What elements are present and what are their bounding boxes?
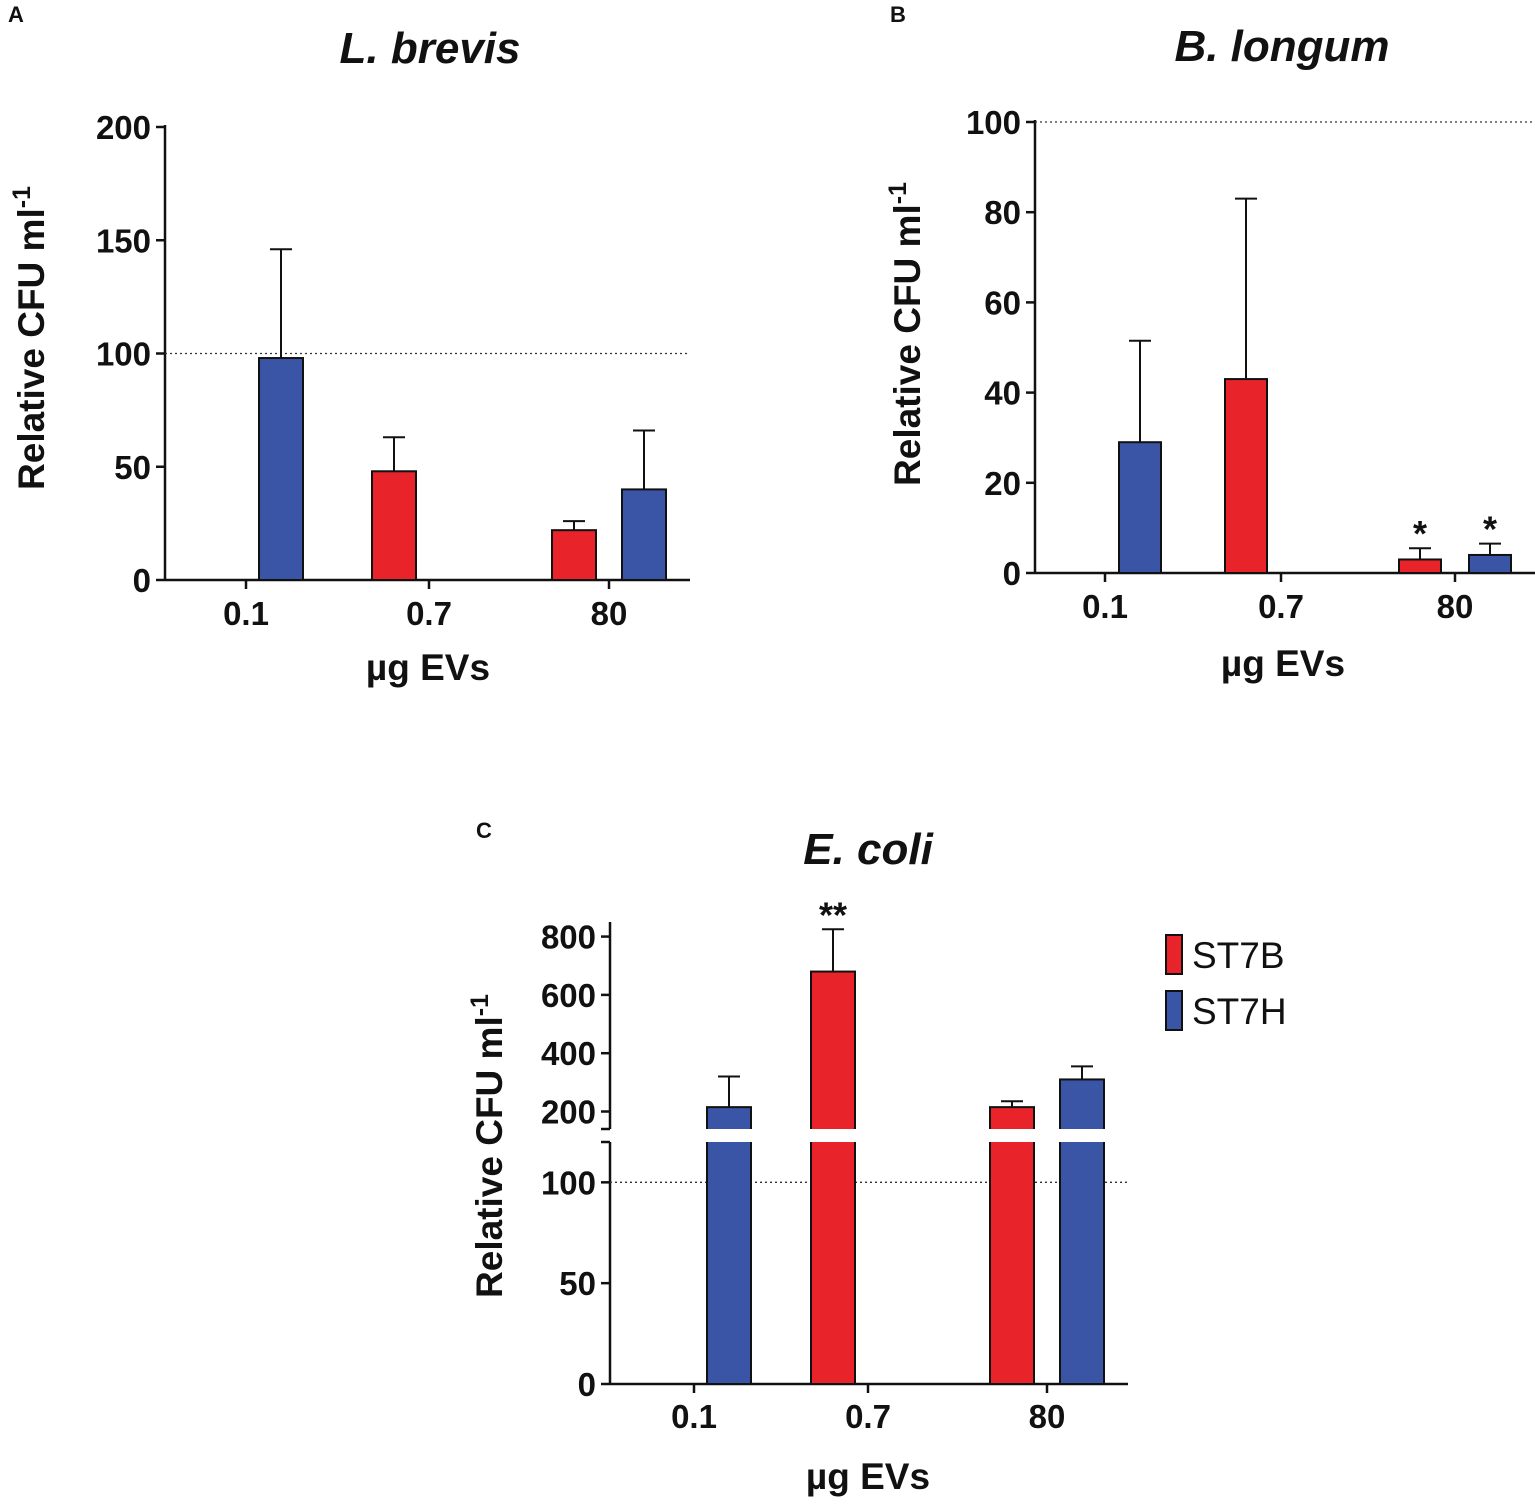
y-axis-label-c: Relative CFU ml-1 (466, 994, 510, 1298)
bar-st7h-80-c (1059, 1078, 1105, 1386)
legend: ST7B ST7H (1165, 934, 1287, 1032)
bar-st7b-0-7-a (371, 470, 417, 581)
x-tick-label-c-0-1: 0.1 (671, 1398, 717, 1435)
y-axis-label-c-sup: -1 (466, 994, 494, 1016)
plot-area-c: 0 50 100 200 400 600 800 0.1 0.7 80 ** (541, 894, 1128, 1435)
panel-letter-b: B (890, 2, 906, 27)
y-axis-label-b: Relative CFU ml-1 (884, 182, 928, 486)
x-tick-label-b-0-7: 0.7 (1258, 588, 1304, 625)
bar-break-gap-st7h-0-1-c (705, 1129, 753, 1142)
bar-break-gap-st7b-0-7-c (809, 1129, 857, 1142)
plot-area-a: 0 50 100 150 200 0.1 0.7 80 (96, 109, 690, 632)
bar-st7h-80-b (1468, 553, 1512, 575)
bar-break-gap-st7b-80-c (988, 1129, 1036, 1142)
panel-letter-c: C (476, 818, 492, 843)
x-tick-label-a-0-7: 0.7 (406, 595, 452, 632)
chart-title-a: L. brevis (340, 24, 521, 73)
y-axis-label-a: Relative CFU ml-1 (8, 186, 52, 490)
y-tick-label-c-100: 100 (541, 1164, 596, 1201)
chart-title-b: B. longum (1174, 22, 1389, 71)
x-tick-label-c-0-7: 0.7 (845, 1398, 891, 1435)
bar-st7b-80-a (551, 529, 597, 581)
y-tick-label-b-0: 0 (1003, 555, 1021, 592)
panel-letter-a: A (8, 2, 24, 27)
y-tick-label-b-40: 40 (984, 375, 1021, 412)
legend-swatch-st7h (1165, 990, 1183, 1031)
y-tick-label-a-100: 100 (96, 336, 151, 373)
y-tick-label-c-0: 0 (578, 1366, 596, 1403)
y-tick-label-c-400: 400 (541, 1035, 596, 1072)
y-tick-label-c-600: 600 (541, 977, 596, 1014)
panel-a: A L. brevis Relative CFU ml-1 µg EVs 0 50… (8, 2, 690, 688)
bar-st7h-0-1-c (706, 1106, 752, 1385)
y-axis-label-c-main: Relative CFU ml (469, 1016, 510, 1298)
significance-st7b-80-b: * (1413, 513, 1427, 554)
legend-swatch-st7b (1165, 934, 1183, 975)
y-tick-label-b-60: 60 (984, 284, 1021, 321)
y-tick-label-b-20: 20 (984, 465, 1021, 502)
y-tick-label-b-100: 100 (966, 104, 1021, 141)
bar-st7h-0-1-b (1118, 441, 1162, 574)
y-tick-label-a-200: 200 (96, 109, 151, 146)
y-tick-label-c-800: 800 (541, 919, 596, 956)
y-axis-label-a-sup: -1 (8, 186, 36, 208)
y-tick-label-c-50: 50 (559, 1265, 596, 1302)
y-axis-label-b-sup: -1 (884, 182, 912, 204)
x-axis-label-c: µg EVs (806, 1456, 930, 1497)
x-tick-label-b-80: 80 (1437, 588, 1474, 625)
legend-label-st7h: ST7H (1192, 991, 1287, 1032)
panel-c: C E. coli Relative CFU ml-1 µg EVs 0 50 10… (466, 818, 1128, 1497)
panel-b: B B. longum Relative CFU ml-1 µg EVs 0 20… (884, 2, 1535, 684)
x-tick-label-c-80: 80 (1029, 1398, 1066, 1435)
bar-st7h-0-1-a (258, 357, 304, 581)
y-tick-label-a-0: 0 (133, 562, 151, 599)
x-axis-label-b: µg EVs (1221, 643, 1345, 684)
x-tick-label-a-0-1: 0.1 (223, 595, 269, 632)
bar-break-gap-st7h-80-c (1058, 1129, 1106, 1142)
bar-st7b-80-c (989, 1106, 1035, 1385)
y-axis-label-b-main: Relative CFU ml (887, 204, 928, 486)
y-tick-label-a-50: 50 (114, 449, 151, 486)
bar-st7b-80-b (1398, 558, 1442, 574)
y-tick-label-b-80: 80 (984, 194, 1021, 231)
bar-st7h-80-a (621, 488, 667, 581)
y-tick-label-a-150: 150 (96, 222, 151, 259)
x-axis-label-a: µg EVs (366, 647, 490, 688)
y-axis-label-a-main: Relative CFU ml (11, 208, 52, 490)
chart-title-c: E. coli (803, 825, 933, 874)
plot-area-b: 0 20 40 60 80 100 0.1 0.7 80 * * (966, 104, 1535, 625)
significance-st7h-80-b: * (1483, 509, 1497, 550)
x-tick-label-b-0-1: 0.1 (1082, 588, 1128, 625)
bar-st7b-0-7-c (810, 970, 856, 1385)
bar-st7b-0-7-b (1224, 378, 1268, 574)
significance-st7b-0-7-c: ** (819, 894, 847, 935)
y-tick-label-c-200: 200 (541, 1094, 596, 1131)
legend-label-st7b: ST7B (1192, 935, 1285, 976)
x-tick-label-a-80: 80 (591, 595, 628, 632)
